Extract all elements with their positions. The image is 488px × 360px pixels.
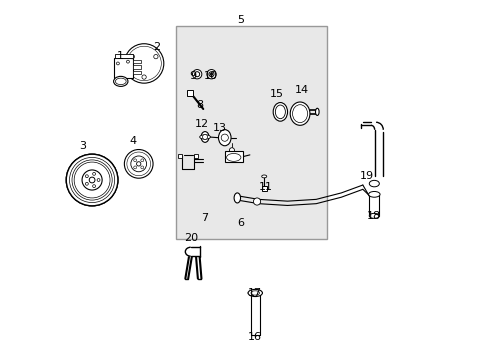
Bar [368,194,379,216]
Circle shape [92,172,95,175]
Text: 19: 19 [359,171,373,181]
Bar [261,186,266,192]
Circle shape [229,148,234,153]
Circle shape [97,179,100,181]
Bar [133,60,141,63]
Text: 2: 2 [153,42,160,52]
Circle shape [136,162,141,166]
Circle shape [194,72,199,77]
Bar [224,151,242,162]
Circle shape [89,177,95,183]
Circle shape [192,69,202,79]
Circle shape [253,198,260,205]
Ellipse shape [247,289,262,297]
Text: 4: 4 [129,136,137,145]
Circle shape [126,152,150,176]
Circle shape [126,46,161,81]
Bar [187,90,192,96]
Ellipse shape [261,175,266,178]
Text: 14: 14 [294,85,308,95]
Text: 5: 5 [237,15,244,26]
Circle shape [142,75,146,79]
Ellipse shape [226,153,241,161]
Ellipse shape [218,130,230,146]
Ellipse shape [199,135,210,139]
Text: 15: 15 [269,89,283,99]
Text: 3: 3 [79,141,86,151]
Circle shape [153,54,158,59]
Text: 6: 6 [237,218,244,228]
Ellipse shape [292,105,307,123]
Text: 20: 20 [183,233,197,243]
Bar [176,26,326,239]
Ellipse shape [234,193,240,203]
Ellipse shape [368,180,379,187]
Ellipse shape [250,291,259,295]
Circle shape [85,183,88,185]
Text: 9: 9 [188,71,196,81]
Circle shape [92,185,95,188]
Ellipse shape [273,103,287,121]
Text: 10: 10 [203,71,217,81]
Ellipse shape [201,132,208,142]
Bar [133,65,141,69]
Circle shape [85,175,88,177]
Circle shape [82,170,102,190]
Circle shape [202,134,207,139]
Circle shape [124,44,163,83]
Circle shape [131,156,146,172]
Bar [113,58,133,78]
Ellipse shape [290,102,309,125]
Circle shape [133,166,136,169]
Circle shape [141,159,143,162]
Text: 16: 16 [248,332,262,342]
Ellipse shape [315,108,319,116]
Ellipse shape [368,213,379,219]
Text: 13: 13 [212,123,226,133]
Circle shape [126,60,129,63]
Circle shape [210,73,212,75]
Bar [115,54,133,58]
Ellipse shape [113,76,128,86]
Text: 7: 7 [201,213,208,222]
Circle shape [133,159,136,162]
Circle shape [221,134,228,141]
Ellipse shape [368,192,379,197]
Bar [133,71,141,74]
Text: 11: 11 [259,182,272,192]
Ellipse shape [275,105,285,119]
Circle shape [206,69,216,79]
Bar [193,154,198,158]
Text: 18: 18 [366,211,381,221]
Bar [178,154,182,158]
Text: 1: 1 [117,51,124,61]
Circle shape [208,72,214,77]
Circle shape [124,149,153,178]
Circle shape [116,62,119,65]
Text: 8: 8 [196,100,203,110]
Circle shape [141,166,143,169]
Circle shape [130,54,134,59]
Text: 12: 12 [194,120,208,129]
Circle shape [66,154,118,206]
Text: 17: 17 [248,288,262,298]
Ellipse shape [115,78,126,85]
